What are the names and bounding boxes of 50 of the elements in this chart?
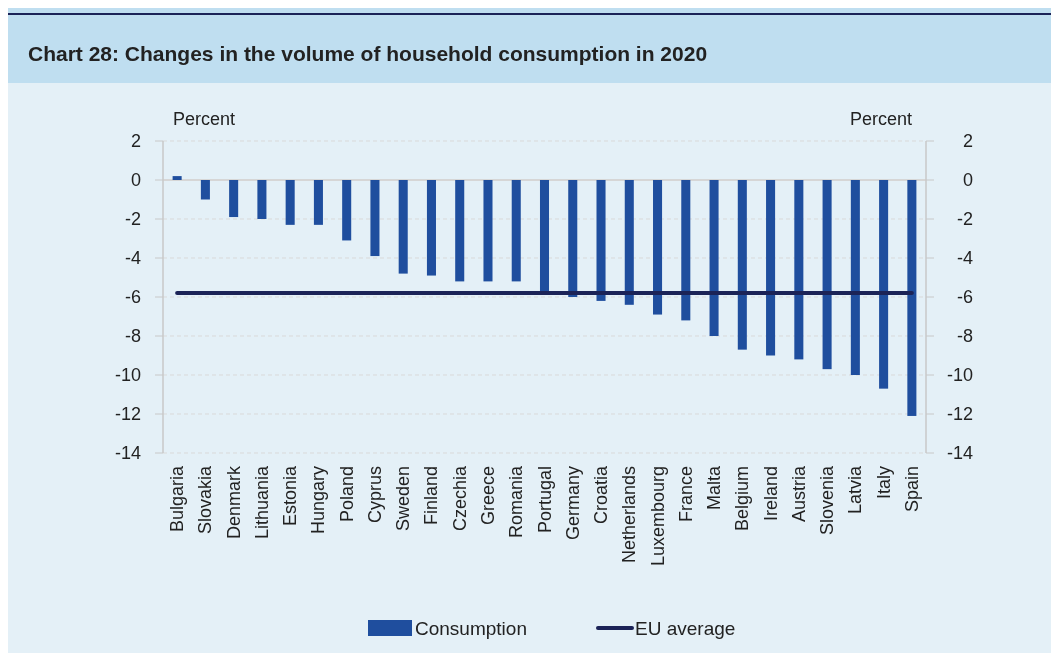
x-tick-label: Austria [788, 465, 809, 523]
x-tick-label: Netherlands [619, 466, 640, 564]
y-axis-title: Percent [173, 109, 236, 129]
y2-tick-label: -2 [956, 209, 973, 230]
y2-tick-label: 2 [962, 131, 973, 152]
y-tick-label: 0 [130, 170, 141, 191]
x-tick-label: Hungary [308, 466, 329, 535]
x-tick-label: Czechia [449, 465, 470, 532]
y2-tick-label: -8 [956, 326, 973, 347]
x-tick-label: Malta [704, 465, 725, 511]
x-tick-label: Estonia [280, 465, 301, 527]
x-tick-label: Romania [506, 465, 527, 539]
x-tick-label: Finland [421, 466, 442, 526]
x-tick-label: Slovenia [817, 465, 838, 536]
x-tick-label: Ireland [760, 466, 781, 522]
x-tick-label: Belgium [732, 466, 753, 532]
x-tick-label: Spain [901, 466, 922, 513]
y2-tick-label: -6 [956, 287, 973, 308]
legend-label: EU average [635, 617, 736, 639]
chart-title: Chart 28: Changes in the volume of household consumption in 2020 [28, 42, 708, 65]
x-tick-label: Italy [873, 466, 894, 500]
y-tick-label: -8 [124, 326, 141, 347]
x-tick-label: Poland [336, 466, 357, 523]
y-tick-label: -2 [124, 209, 141, 230]
x-tick-label: Sweden [393, 466, 414, 532]
y-tick-label: 2 [130, 131, 141, 152]
y-tick-label: -4 [124, 248, 141, 269]
y2-axis-title: Percent [849, 109, 912, 129]
x-tick-label: France [675, 466, 696, 523]
y-tick-label: -10 [114, 365, 141, 386]
x-tick-label: Luxembourg [647, 466, 668, 567]
y-tick-label: -6 [124, 287, 141, 308]
x-tick-label: Slovakia [195, 465, 216, 535]
x-tick-label: Portugal [534, 466, 555, 534]
x-tick-label: Lithuania [251, 465, 272, 540]
x-tick-label: Croatia [591, 465, 612, 525]
x-tick-label: Bulgaria [167, 465, 188, 533]
x-tick-label: Germany [562, 466, 583, 541]
x-tick-label: Denmark [223, 465, 244, 540]
legend-label: Consumption [415, 617, 527, 639]
y-tick-label: -14 [114, 443, 141, 464]
y2-tick-label: -12 [946, 404, 973, 425]
y-tick-label: -12 [114, 404, 141, 425]
y2-tick-label: 0 [962, 170, 973, 191]
y2-tick-label: -4 [956, 248, 973, 269]
x-tick-label: Greece [477, 466, 498, 526]
y2-tick-label: -14 [946, 443, 973, 464]
y2-tick-label: -10 [946, 365, 973, 386]
x-tick-label: Cyprus [364, 466, 385, 524]
x-tick-label: Latvia [845, 465, 866, 515]
